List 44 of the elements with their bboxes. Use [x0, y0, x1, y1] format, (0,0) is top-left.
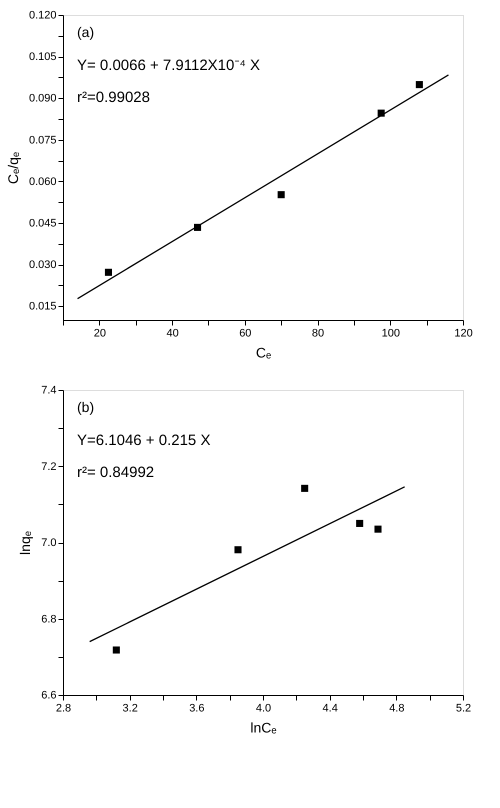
x-tick-label: 4.8	[389, 702, 404, 714]
x-tick-label: 40	[166, 328, 179, 340]
x-tick-label: 2.8	[56, 702, 72, 714]
y-tick-label: 0.045	[28, 217, 56, 230]
x-tick-label: 3.2	[122, 702, 138, 714]
x-axis-title: lnCₑ	[250, 720, 277, 736]
x-tick-label: 3.6	[189, 702, 204, 714]
x-tick-label: 20	[94, 328, 106, 340]
x-tick-label: 4.4	[322, 702, 338, 714]
y-tick-label: 0.075	[28, 134, 56, 146]
y-tick-label: 0.090	[28, 92, 56, 105]
point	[278, 191, 285, 198]
y-tick-label: 7.2	[41, 460, 56, 473]
y-tick-label: 0.120	[28, 10, 56, 22]
annotation: (b)	[77, 399, 94, 415]
x-tick-label: 80	[312, 328, 324, 340]
y-tick-label: 0.060	[28, 176, 56, 188]
point	[301, 484, 308, 492]
annotation: r²=0.99028	[77, 89, 150, 106]
y-axis-title: lnqₑ	[17, 531, 34, 555]
y-tick-label: 7.4	[41, 384, 56, 396]
point	[374, 526, 382, 533]
annotation: (a)	[77, 24, 94, 40]
y-tick-label: 6.8	[41, 613, 56, 626]
x-tick-label: 4.0	[256, 702, 272, 714]
x-tick-label: 5.2	[456, 702, 472, 714]
point	[112, 646, 120, 654]
point	[416, 81, 423, 88]
point	[234, 546, 242, 554]
x-axis-title: Cₑ	[256, 344, 272, 360]
y-axis-title: Cₑ/qₑ	[4, 152, 21, 184]
annotation: Y= 0.0066 + 7.9112X10⁻⁴ X	[77, 57, 260, 74]
x-tick-label: 120	[454, 328, 473, 340]
annotation: Y=6.1046 + 0.215 X	[77, 432, 210, 449]
y-tick-label: 0.030	[28, 259, 56, 272]
point	[104, 268, 112, 276]
point	[356, 520, 364, 527]
x-tick-label: 60	[239, 328, 252, 340]
y-tick-label: 7.0	[41, 537, 56, 549]
y-tick-label: 6.6	[41, 690, 56, 702]
x-tick-label: 100	[382, 328, 400, 340]
y-tick-label: 0.015	[28, 300, 56, 313]
y-tick-label: 0.105	[28, 51, 56, 64]
annotation: r²= 0.84992	[77, 464, 154, 481]
